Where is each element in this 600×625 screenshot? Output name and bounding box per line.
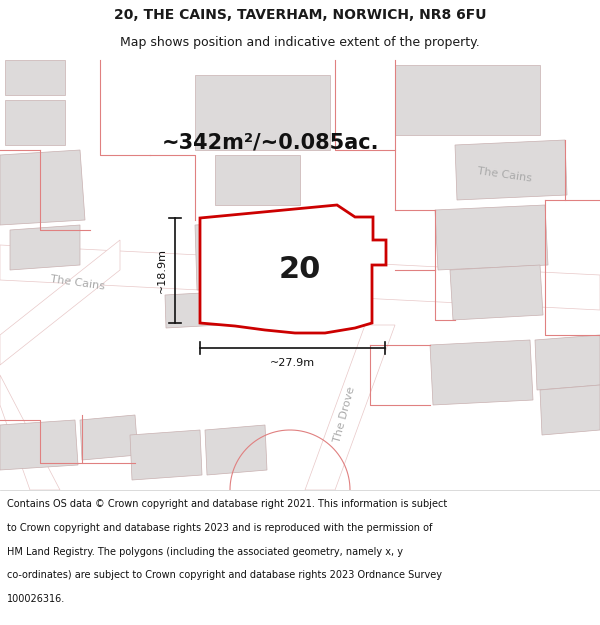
Polygon shape	[5, 100, 65, 145]
Polygon shape	[5, 60, 65, 95]
Text: ~18.9m: ~18.9m	[157, 248, 167, 293]
Polygon shape	[195, 220, 297, 290]
Text: ~342m²/~0.085ac.: ~342m²/~0.085ac.	[161, 133, 379, 153]
Text: ~27.9m: ~27.9m	[270, 358, 315, 368]
Text: Map shows position and indicative extent of the property.: Map shows position and indicative extent…	[120, 36, 480, 49]
Polygon shape	[215, 155, 300, 205]
Text: Contains OS data © Crown copyright and database right 2021. This information is : Contains OS data © Crown copyright and d…	[7, 499, 448, 509]
Polygon shape	[195, 75, 330, 150]
Text: The Cains: The Cains	[477, 166, 533, 184]
Polygon shape	[130, 430, 202, 480]
Text: 100026316.: 100026316.	[7, 594, 65, 604]
Text: co-ordinates) are subject to Crown copyright and database rights 2023 Ordnance S: co-ordinates) are subject to Crown copyr…	[7, 571, 442, 581]
Polygon shape	[435, 205, 548, 270]
Polygon shape	[295, 221, 362, 284]
Text: to Crown copyright and database rights 2023 and is reproduced with the permissio: to Crown copyright and database rights 2…	[7, 523, 433, 533]
Polygon shape	[540, 385, 600, 435]
Polygon shape	[395, 65, 540, 135]
Text: 20: 20	[279, 256, 321, 284]
Polygon shape	[0, 420, 78, 470]
Text: HM Land Registry. The polygons (including the associated geometry, namely x, y: HM Land Registry. The polygons (includin…	[7, 547, 403, 557]
Polygon shape	[535, 335, 600, 390]
Polygon shape	[10, 225, 80, 270]
Polygon shape	[455, 140, 567, 200]
Polygon shape	[205, 425, 267, 475]
Polygon shape	[0, 150, 85, 225]
Polygon shape	[0, 240, 120, 365]
Polygon shape	[200, 205, 386, 333]
Text: 20, THE CAINS, TAVERHAM, NORWICH, NR8 6FU: 20, THE CAINS, TAVERHAM, NORWICH, NR8 6F…	[114, 8, 486, 22]
Polygon shape	[165, 292, 221, 328]
Polygon shape	[450, 265, 543, 320]
Polygon shape	[0, 375, 60, 490]
Text: The Ca…: The Ca…	[230, 279, 280, 296]
Polygon shape	[305, 325, 395, 490]
Text: The Drove: The Drove	[333, 386, 357, 444]
Polygon shape	[0, 245, 600, 310]
Text: The Cains: The Cains	[50, 274, 106, 292]
Polygon shape	[430, 340, 533, 405]
Polygon shape	[80, 415, 138, 460]
